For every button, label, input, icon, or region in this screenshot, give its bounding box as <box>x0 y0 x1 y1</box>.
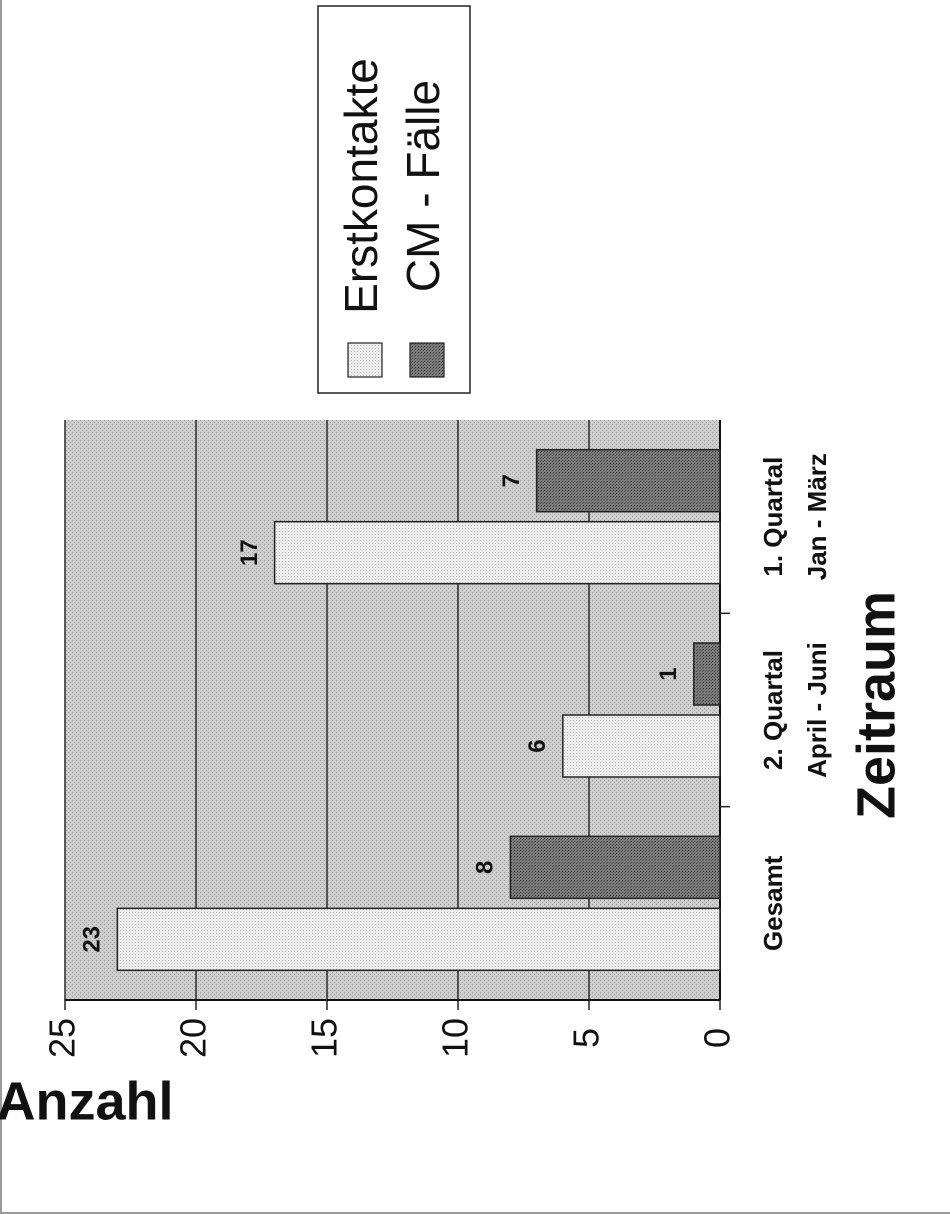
category-label: 1. Quartal <box>758 457 788 577</box>
category-label: Jan - März <box>802 453 832 580</box>
category-label: 2. Quartal <box>758 650 788 770</box>
bar-cm-faelle <box>509 835 721 900</box>
chart-layer: 0 5 10 15 20 25 1. Quartal Jan - März 2. Quartal… <box>0 5 906 1131</box>
legend-swatch <box>409 342 445 378</box>
bar-erstkontakte <box>273 520 721 585</box>
value-axis-title: Anzahl <box>0 1071 174 1131</box>
bar-cm-faelle <box>693 642 721 706</box>
value-tick-label: 0 <box>697 1028 738 1048</box>
data-label: 1 <box>655 667 682 680</box>
data-label: 6 <box>524 739 551 752</box>
category-label: Gesamt <box>758 855 788 951</box>
bar-erstkontakte <box>562 714 721 778</box>
data-label: 17 <box>236 539 263 566</box>
bar-erstkontakte <box>116 907 721 972</box>
data-label: 8 <box>472 861 499 874</box>
value-tick-label: 15 <box>304 1018 345 1058</box>
data-label: 7 <box>498 474 525 487</box>
legend-label: Erstkontakte <box>335 58 387 314</box>
bar-cm-faelle <box>535 448 721 513</box>
plot-area <box>65 420 720 1000</box>
category-axis-title: Zeitraum <box>846 591 906 819</box>
value-tick-label: 5 <box>566 1028 607 1048</box>
legend-box <box>317 5 471 394</box>
category-label: April - Juni <box>802 642 832 778</box>
value-tick-label: 20 <box>173 1018 214 1058</box>
legend-label: CM - Fälle <box>397 80 449 292</box>
data-label: 23 <box>79 926 106 953</box>
value-tick-label: 10 <box>435 1018 476 1058</box>
legend-swatch <box>347 342 383 378</box>
value-tick-label: 25 <box>42 1018 83 1058</box>
